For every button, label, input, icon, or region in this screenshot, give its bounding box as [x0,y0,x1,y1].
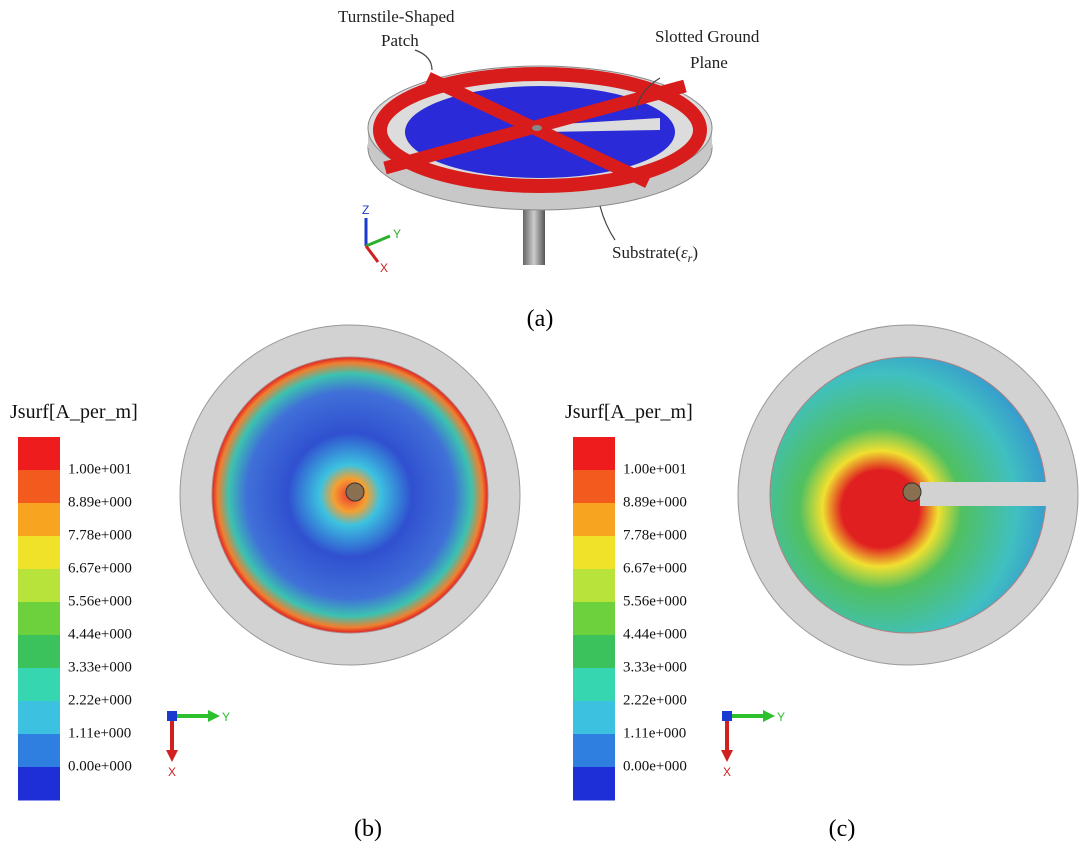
legend-swatch [18,602,60,636]
legend-label: 3.33e+000 [68,659,132,675]
legend-label: 7.78e+000 [623,527,687,543]
legend-swatch [573,668,615,702]
legend-swatch [573,536,615,570]
figure: Turnstile-Shaped Patch Slotted Ground Pl… [0,0,1081,861]
caption: (c) [829,816,856,842]
axis-label: X [168,765,176,779]
ground-label: Plane [690,53,728,72]
axis-triad: Z Y X [362,203,401,275]
axis-arrow [721,750,733,762]
legend-label: 2.22e+000 [623,692,687,708]
patch-label: Turnstile-Shaped [338,7,455,26]
axis-label: Y [777,710,785,724]
ground-label: Slotted Ground [655,27,760,46]
legend-label: 1.11e+000 [623,725,686,741]
axis-label: Z [362,203,369,217]
legend-label: 6.67e+000 [68,560,132,576]
legend-label: 8.89e+000 [68,494,132,510]
legend-swatch [18,734,60,768]
legend-swatch [573,635,615,669]
text: Substrate( [612,243,681,262]
caption: (a) [527,306,554,332]
legend-label: 3.33e+000 [623,659,687,675]
legend-swatch [18,470,60,504]
axis-label: X [380,261,388,275]
legend-label: 1.00e+001 [68,461,132,477]
text: ) [692,243,698,262]
legend-swatch [573,470,615,504]
axis-origin [167,711,177,721]
legend-swatch [18,635,60,669]
legend-label: 4.44e+000 [68,626,132,642]
axis-origin [722,711,732,721]
legend-swatch [18,701,60,735]
legend-label: 7.78e+000 [68,527,132,543]
axis-label: Y [393,227,401,241]
legend-label: 0.00e+000 [68,758,132,774]
legend-swatch [18,503,60,537]
legend-label: 6.67e+000 [623,560,687,576]
legend-title: Jsurf[A_per_m] [565,401,693,423]
legend-label: 4.44e+000 [623,626,687,642]
patch-label: Patch [381,31,419,50]
antenna-3d [368,66,712,265]
legend-label: 2.22e+000 [68,692,132,708]
legend-label: 0.00e+000 [623,758,687,774]
substrate-label: Substrate(εr) [612,243,698,265]
axis-arrow [763,710,775,722]
legend-swatch [573,767,615,801]
axis-arrow [208,710,220,722]
legend-swatch [18,536,60,570]
legend-swatch [18,767,60,801]
legend-swatch [573,701,615,735]
axis-label: Y [222,710,230,724]
legend-swatch [18,569,60,603]
current-plot [738,325,1078,665]
legend-swatch [573,503,615,537]
legend-swatch [573,734,615,768]
legend-label: 5.56e+000 [623,593,687,609]
legend-swatch [573,437,615,471]
axis-label: X [723,765,731,779]
legend-swatch [18,437,60,471]
legend-title: Jsurf[A_per_m] [10,401,138,423]
legend-swatch [18,668,60,702]
legend-swatch [573,569,615,603]
axis-arrow [166,750,178,762]
legend-label: 8.89e+000 [623,494,687,510]
legend-swatch [573,602,615,636]
caption: (b) [354,816,382,842]
feed [532,125,542,131]
legend-label: 1.00e+001 [623,461,687,477]
current-plot [180,325,520,665]
legend-label: 5.56e+000 [68,593,132,609]
legend-label: 1.11e+000 [68,725,131,741]
